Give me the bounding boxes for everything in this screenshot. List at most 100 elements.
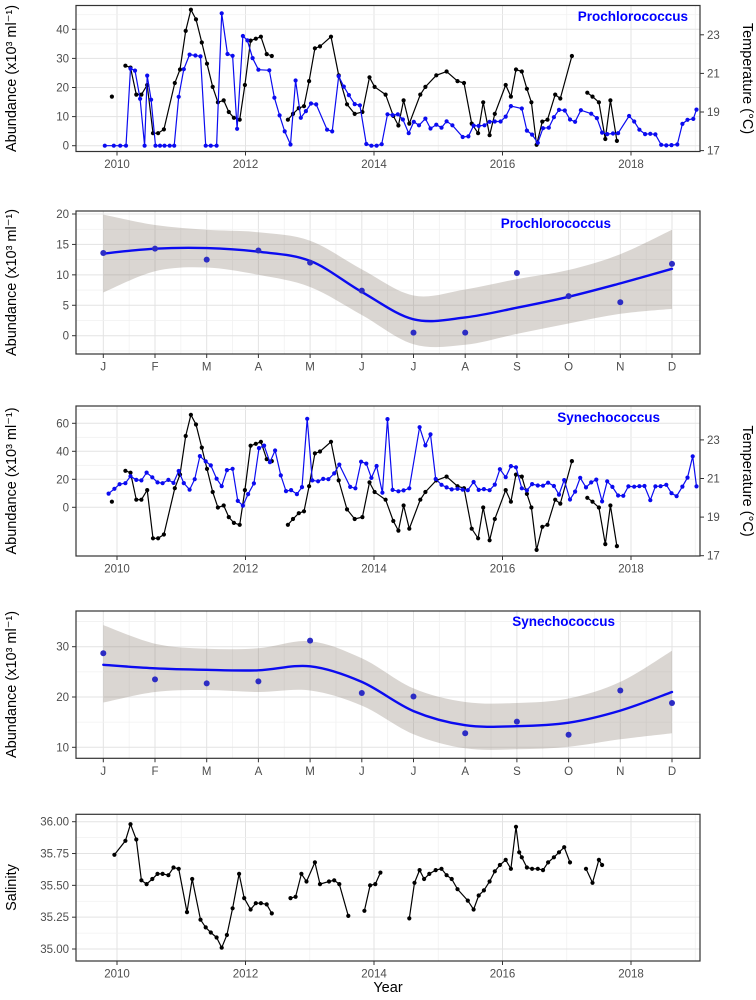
data-point bbox=[325, 127, 330, 132]
data-point bbox=[372, 84, 377, 89]
data-point bbox=[237, 522, 242, 527]
data-point bbox=[176, 468, 181, 474]
data-point bbox=[240, 503, 245, 508]
data-point bbox=[462, 329, 469, 336]
data-point bbox=[298, 115, 303, 120]
data-point bbox=[476, 123, 481, 128]
data-point bbox=[517, 850, 522, 855]
y-tick-label: 0 bbox=[63, 502, 69, 514]
data-point bbox=[487, 538, 492, 543]
data-point bbox=[171, 865, 176, 870]
data-point bbox=[299, 871, 304, 877]
data-point bbox=[551, 115, 557, 120]
data-point bbox=[139, 92, 144, 97]
month-tick-label: M bbox=[305, 766, 315, 778]
data-point bbox=[423, 443, 428, 448]
data-point bbox=[317, 44, 323, 49]
data-point bbox=[433, 868, 438, 873]
data-point bbox=[567, 117, 573, 122]
data-point bbox=[400, 117, 405, 122]
data-point bbox=[134, 837, 139, 842]
data-point bbox=[250, 56, 255, 61]
data-point bbox=[337, 882, 342, 887]
data-point bbox=[172, 486, 177, 491]
data-point bbox=[139, 497, 144, 502]
data-point bbox=[328, 34, 334, 39]
data-point bbox=[685, 117, 690, 122]
data-point bbox=[546, 125, 551, 130]
y-tick-label: 0 bbox=[63, 331, 69, 343]
data-point bbox=[100, 650, 107, 657]
data-point bbox=[288, 142, 293, 147]
data-point bbox=[401, 98, 406, 103]
legend-prochlorococcus: Prochlorococcus bbox=[501, 216, 611, 231]
data-point bbox=[578, 108, 584, 113]
data-point bbox=[637, 127, 642, 132]
data-point bbox=[360, 515, 365, 520]
data-point bbox=[407, 526, 412, 531]
data-point bbox=[162, 143, 167, 148]
data-point bbox=[242, 488, 247, 493]
data-point bbox=[367, 75, 372, 80]
data-point bbox=[562, 108, 567, 113]
data-point bbox=[444, 474, 449, 479]
data-point bbox=[610, 131, 616, 136]
data-point bbox=[396, 123, 401, 128]
data-point bbox=[296, 511, 301, 516]
data-point bbox=[529, 100, 534, 105]
data-point bbox=[578, 475, 583, 480]
month-tick-label: M bbox=[305, 362, 315, 374]
data-point bbox=[694, 107, 699, 112]
data-point bbox=[487, 488, 492, 493]
data-point bbox=[508, 104, 513, 109]
data-point bbox=[476, 487, 481, 492]
data-point bbox=[603, 542, 608, 547]
legend-synechococcus: Synechococcus bbox=[512, 614, 615, 629]
data-point bbox=[187, 487, 192, 492]
y-tick-label: 40 bbox=[56, 446, 69, 458]
data-point bbox=[374, 463, 379, 469]
data-point bbox=[253, 901, 258, 906]
data-point bbox=[118, 143, 123, 148]
data-point bbox=[487, 879, 492, 884]
data-point bbox=[157, 143, 163, 148]
data-point bbox=[390, 113, 395, 118]
data-point bbox=[466, 134, 471, 139]
data-point bbox=[214, 935, 219, 940]
y-axis-title-salinity: Salinity bbox=[4, 863, 20, 910]
data-point bbox=[461, 80, 467, 86]
x-tick-label: 2018 bbox=[618, 159, 644, 171]
data-point bbox=[569, 53, 575, 59]
panel-synechococcus-climatology: J F M A M J J A S O N D 10 20 30 Abundance (x10³ ml⁻¹)… bbox=[4, 610, 701, 778]
data-point bbox=[305, 416, 310, 421]
data-point bbox=[513, 824, 519, 829]
data-point bbox=[380, 490, 385, 495]
data-point bbox=[614, 138, 620, 143]
data-point bbox=[307, 637, 314, 644]
data-point bbox=[282, 129, 287, 134]
data-point bbox=[269, 53, 274, 59]
y-axis-title-abundance: Abundance (x10³ ml⁻¹) bbox=[4, 209, 20, 356]
month-tick-label: S bbox=[513, 766, 521, 778]
data-point bbox=[314, 102, 319, 107]
month-tick-label: A bbox=[461, 766, 469, 778]
data-point bbox=[674, 494, 679, 499]
month-tick-label: A bbox=[461, 362, 469, 374]
data-point bbox=[417, 425, 422, 430]
data-point bbox=[385, 417, 390, 422]
x-tick-label: 2016 bbox=[490, 969, 516, 981]
data-point bbox=[264, 902, 269, 907]
data-point bbox=[358, 287, 365, 294]
data-point bbox=[203, 143, 208, 148]
month-tick-label: A bbox=[255, 766, 263, 778]
data-point bbox=[524, 488, 530, 493]
data-point bbox=[134, 497, 139, 502]
data-point bbox=[487, 133, 492, 138]
data-point bbox=[336, 478, 341, 483]
x-tick-label: 2014 bbox=[361, 564, 387, 576]
data-point bbox=[653, 484, 658, 489]
data-point bbox=[310, 478, 315, 483]
data-point bbox=[312, 46, 317, 51]
data-point bbox=[469, 526, 474, 531]
data-point bbox=[600, 130, 605, 135]
